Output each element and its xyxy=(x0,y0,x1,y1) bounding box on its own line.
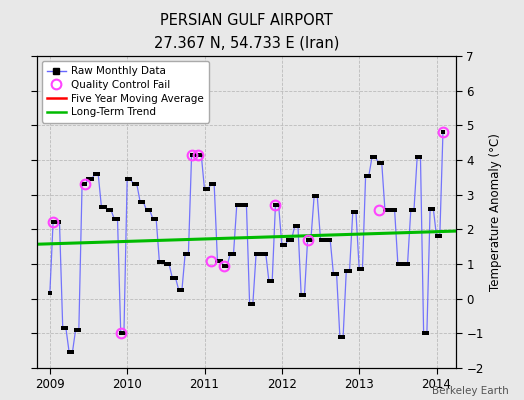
Legend: Raw Monthly Data, Quality Control Fail, Five Year Moving Average, Long-Term Tren: Raw Monthly Data, Quality Control Fail, … xyxy=(42,61,209,122)
Title: PERSIAN GULF AIRPORT
27.367 N, 54.733 E (Iran): PERSIAN GULF AIRPORT 27.367 N, 54.733 E … xyxy=(154,14,339,51)
Y-axis label: Temperature Anomaly (°C): Temperature Anomaly (°C) xyxy=(489,133,502,291)
Text: Berkeley Earth: Berkeley Earth xyxy=(432,386,508,396)
